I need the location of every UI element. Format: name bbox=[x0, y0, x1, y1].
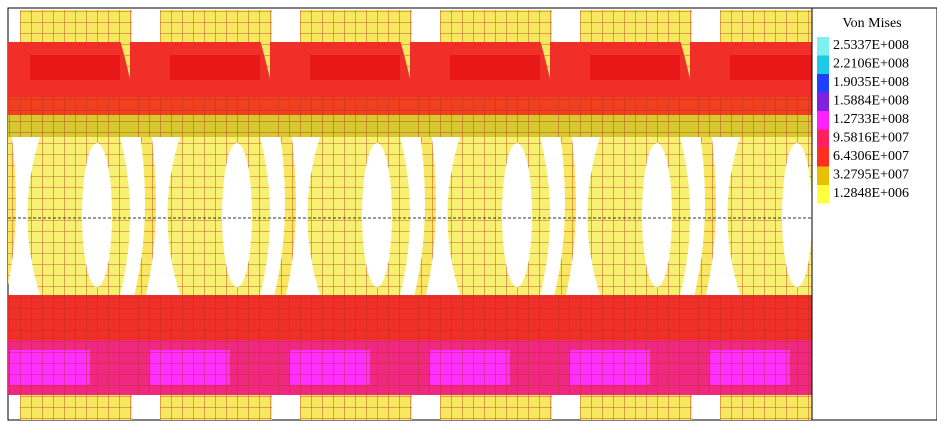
legend-label: 1.2848E+006 bbox=[833, 186, 909, 201]
legend-swatch bbox=[817, 37, 829, 56]
legend-box bbox=[811, 7, 937, 421]
legend-label: 3.2795E+007 bbox=[833, 168, 909, 183]
legend-label: 2.2106E+008 bbox=[833, 57, 909, 72]
legend-label: 6.4306E+007 bbox=[833, 149, 909, 164]
legend-swatch bbox=[817, 166, 829, 185]
legend-label: 9.5816E+007 bbox=[833, 131, 909, 146]
legend-swatch bbox=[817, 129, 829, 148]
mesh-plot bbox=[8, 10, 812, 420]
legend-label: 1.2733E+008 bbox=[833, 112, 909, 127]
legend-label: 1.5884E+008 bbox=[833, 94, 909, 109]
legend-swatch bbox=[817, 185, 829, 204]
legend-swatch bbox=[817, 92, 829, 111]
legend-label: 2.5337E+008 bbox=[833, 38, 909, 53]
legend-title: Von Mises bbox=[842, 16, 901, 31]
legend-swatch bbox=[817, 74, 829, 93]
legend-label: 1.9035E+008 bbox=[833, 75, 909, 90]
legend-swatch bbox=[817, 55, 829, 74]
legend-swatch bbox=[817, 148, 829, 167]
legend-swatch bbox=[817, 111, 829, 130]
